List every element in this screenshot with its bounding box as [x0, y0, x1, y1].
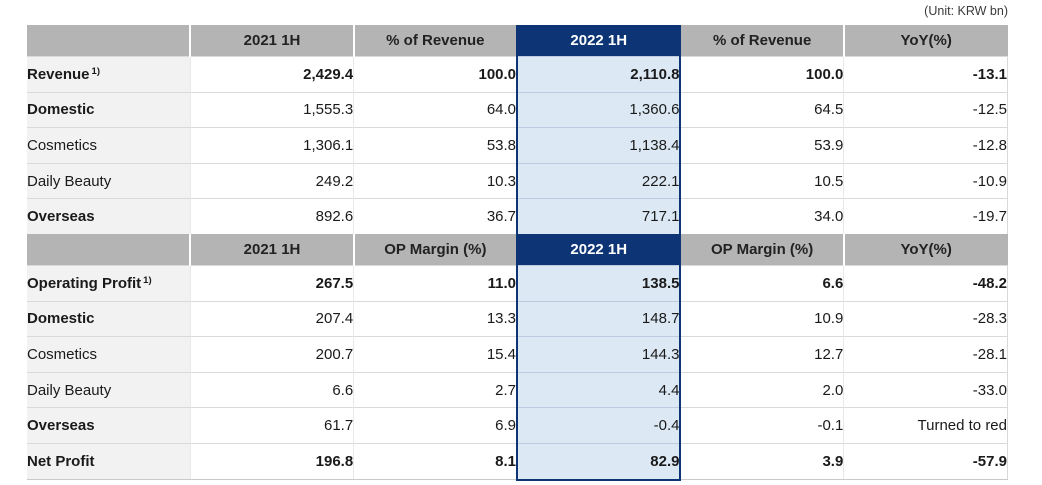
- cell-value: -12.5: [843, 91, 1008, 128]
- row-label: Overseas: [27, 198, 191, 234]
- cell-value: 196.8: [189, 442, 354, 481]
- table-row: Overseas 61.7 6.9 -0.4 -0.1 Turned to red: [27, 407, 1008, 444]
- cell-value: -48.2: [843, 264, 1008, 302]
- cell-value: 10.3: [353, 162, 518, 199]
- footnote-marker: 1): [143, 274, 152, 286]
- cell-value: 1,138.4: [516, 127, 682, 164]
- column-header-empty: [27, 25, 191, 57]
- cell-value: 12.7: [679, 336, 844, 373]
- row-label: Operating Profit 1): [27, 264, 191, 302]
- cell-value: -28.1: [843, 336, 1008, 373]
- table-row: Domestic 207.4 13.3 148.7 10.9 -28.3: [27, 300, 1008, 337]
- table-row: Revenue 1) 2,429.4 100.0 2,110.8 100.0 -13.1: [27, 56, 1008, 93]
- cell-value: 100.0: [353, 56, 518, 93]
- cell-value: 15.4: [353, 336, 518, 373]
- cell-value: 200.7: [189, 336, 354, 373]
- table-row: Cosmetics 1,306.1 53.8 1,138.4 53.9 -12.8: [27, 127, 1008, 164]
- cell-value: 2.7: [353, 371, 518, 408]
- cell-value: 10.9: [679, 300, 844, 337]
- column-header: 2022 1H: [516, 233, 682, 266]
- row-label: Overseas: [27, 407, 191, 444]
- column-header: % of Revenue: [352, 25, 518, 57]
- cell-value: 10.5: [679, 162, 844, 199]
- cell-value: 2.0: [679, 371, 844, 408]
- column-header: 2021 1H: [189, 233, 354, 266]
- column-header-empty: [27, 233, 191, 266]
- cell-value: 36.7: [353, 198, 518, 234]
- cell-value: 1,555.3: [189, 91, 354, 128]
- financial-table-body: 2021 1H% of Revenue 2022 1H% of Revenue Yo…: [27, 25, 1008, 481]
- cell-value: Turned to red: [843, 407, 1008, 444]
- table-row: Net Profit 196.8 8.1 82.9 3.9 -57.9: [27, 442, 1008, 481]
- table-row: Daily Beauty 6.6 2.7 4.4 2.0 -33.0: [27, 371, 1008, 408]
- cell-value: -12.8: [843, 127, 1008, 164]
- cell-value: 2,429.4: [189, 56, 354, 93]
- column-header: 2021 1H: [189, 25, 354, 57]
- cell-value: -0.1: [679, 407, 844, 444]
- column-header: 2022 1H: [516, 25, 682, 57]
- cell-value: -28.3: [843, 300, 1008, 337]
- cell-value: 892.6: [189, 198, 354, 234]
- cell-value: 267.5: [189, 264, 354, 302]
- cell-value: 64.0: [353, 91, 518, 128]
- row-label: Daily Beauty: [27, 371, 191, 408]
- cell-value: -10.9: [843, 162, 1008, 199]
- table-row: Overseas 892.6 36.7 717.1 34.0 -19.7: [27, 198, 1008, 234]
- table-header-row: 2021 1H OP Margin (%) 2022 1H OP Margin (%)…: [27, 233, 1008, 266]
- cell-value: 82.9: [516, 442, 682, 481]
- column-header: YoY(%): [842, 25, 1008, 57]
- cell-value: -13.1: [843, 56, 1008, 93]
- footnote-marker: 1): [91, 65, 100, 77]
- cell-value: 148.7: [516, 300, 682, 337]
- cell-value: 717.1: [516, 198, 682, 234]
- cell-value: 138.5: [516, 264, 682, 302]
- row-label: Net Profit: [27, 442, 191, 481]
- cell-value: 100.0: [679, 56, 844, 93]
- cell-value: 1,306.1: [189, 127, 354, 164]
- table-row: Domestic 1,555.3 64.0 1,360.6 64.5 -12.5: [27, 91, 1008, 128]
- table-row: Cosmetics 200.7 15.4 144.3 12.7 -28.1: [27, 336, 1008, 373]
- cell-value: -57.9: [843, 442, 1008, 481]
- cell-value: -33.0: [843, 371, 1008, 408]
- cell-value: 6.6: [679, 264, 844, 302]
- cell-value: -19.7: [843, 198, 1008, 234]
- cell-value: 6.6: [189, 371, 354, 408]
- cell-value: 222.1: [516, 162, 682, 199]
- cell-value: 249.2: [189, 162, 354, 199]
- row-label: Cosmetics: [27, 336, 191, 373]
- cell-value: 53.8: [353, 127, 518, 164]
- cell-value: 144.3: [516, 336, 682, 373]
- cell-value: 207.4: [189, 300, 354, 337]
- table-row: Operating Profit 1) 267.5 11.0 138.5 6.6 -48.2: [27, 264, 1008, 302]
- cell-value: 8.1: [353, 442, 518, 481]
- cell-value: 1,360.6: [516, 91, 682, 128]
- table-row: Daily Beauty 249.2 10.3 222.1 10.5 -10.9: [27, 162, 1008, 199]
- cell-value: 4.4: [516, 371, 682, 408]
- table-header-row: 2021 1H% of Revenue 2022 1H% of Revenue Yo…: [27, 25, 1008, 57]
- cell-value: 13.3: [353, 300, 518, 337]
- cell-value: 3.9: [679, 442, 844, 481]
- cell-value: 64.5: [679, 91, 844, 128]
- column-header: % of Revenue: [679, 25, 844, 57]
- cell-value: -0.4: [516, 407, 682, 444]
- cell-value: 53.9: [679, 127, 844, 164]
- cell-value: 6.9: [353, 407, 518, 444]
- row-label: Domestic: [27, 91, 191, 128]
- row-label: Daily Beauty: [27, 162, 191, 199]
- financial-results-table: 2021 1H% of Revenue 2022 1H% of Revenue Yo…: [27, 25, 1008, 481]
- row-label: Domestic: [27, 300, 191, 337]
- unit-label: (Unit: KRW bn): [924, 4, 1008, 18]
- row-label: Revenue 1): [27, 56, 191, 93]
- column-header: OP Margin (%): [679, 233, 844, 266]
- cell-value: 61.7: [189, 407, 354, 444]
- row-label: Cosmetics: [27, 127, 191, 164]
- cell-value: 2,110.8: [516, 56, 682, 93]
- cell-value: 34.0: [679, 198, 844, 234]
- column-header: OP Margin (%): [352, 233, 518, 266]
- column-header: YoY(%): [842, 233, 1008, 266]
- cell-value: 11.0: [353, 264, 518, 302]
